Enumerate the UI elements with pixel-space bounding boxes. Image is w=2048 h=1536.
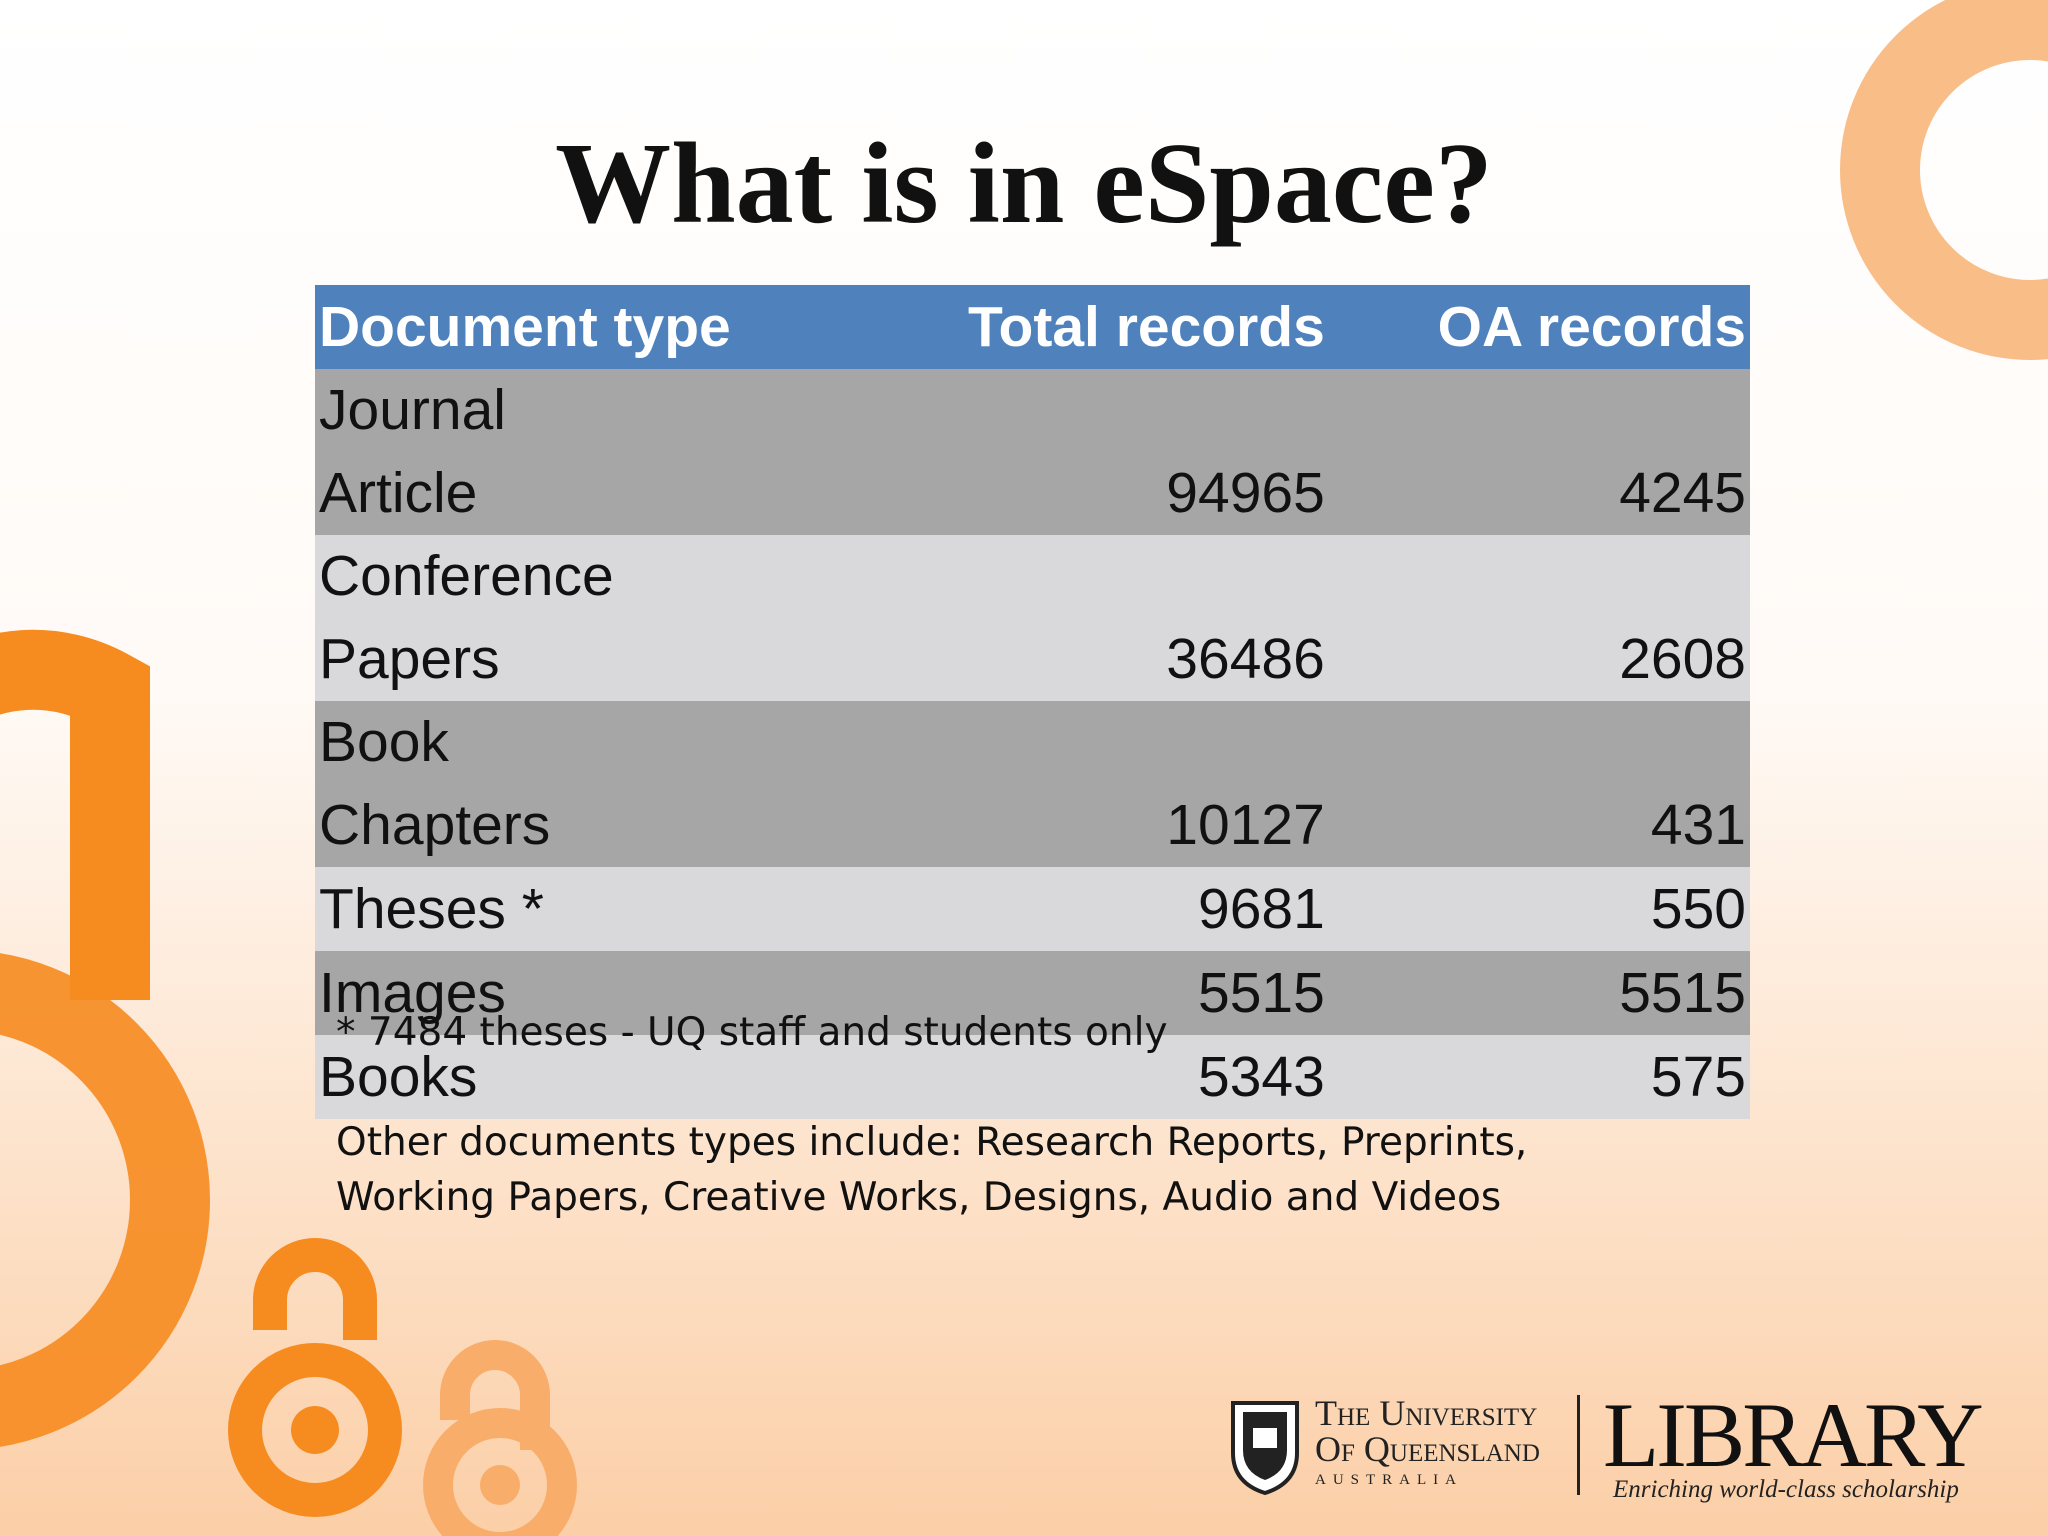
doc-type-cell: Book Chapters xyxy=(315,701,843,867)
doc-type: Book Chapters xyxy=(319,710,551,857)
count-cell: 10127 xyxy=(843,701,1329,867)
doc-type: Images xyxy=(319,961,506,1025)
count-cell: 36486 xyxy=(843,535,1329,701)
header-cell: OA records xyxy=(1328,285,1750,369)
records-table: Document type Total records OA records J… xyxy=(315,285,1750,1119)
header-cell: Document type xyxy=(315,285,843,369)
doc-type-cell: Images xyxy=(315,951,843,1035)
count-cell: 2608 xyxy=(1328,535,1750,701)
doc-type: Books xyxy=(319,1045,478,1109)
university-name: Of Queensland xyxy=(1315,1429,1540,1469)
header-row: Document type Total records OA records xyxy=(315,285,1750,369)
logo: The University Of Queensland Australia L… xyxy=(1225,1384,2005,1510)
doc-type: Journal Article xyxy=(319,378,506,525)
table-row: Images 5515 5515 xyxy=(315,951,1750,1035)
table-row: Theses * 9681 550 xyxy=(315,867,1750,951)
crest xyxy=(1231,1401,1299,1496)
count-cell: 4245 xyxy=(1328,369,1750,535)
library-wordmark: Library xyxy=(1603,1384,1984,1486)
count-cell: 9681 xyxy=(843,867,1329,951)
university-name: The University xyxy=(1315,1393,1538,1433)
count-cell: 5515 xyxy=(1328,951,1750,1035)
count-cell: 550 xyxy=(1328,867,1750,951)
count-cell: 94965 xyxy=(843,369,1329,535)
count-cell: 5343 xyxy=(843,1035,1329,1119)
slide-title: What is in eSpace? xyxy=(555,120,1493,248)
table-row: Journal Article 94965 4245 xyxy=(315,369,1750,535)
table-row: Book Chapters 10127 431 xyxy=(315,701,1750,867)
count-cell: 5515 xyxy=(843,951,1329,1035)
doc-type-cell: Theses * xyxy=(315,867,843,951)
country: Australia xyxy=(1315,1472,1463,1488)
count-cell: 431 xyxy=(1328,701,1750,867)
divider xyxy=(1577,1395,1580,1495)
count-cell: 575 xyxy=(1328,1035,1750,1119)
table-row: Conference Papers 36486 2608 xyxy=(315,535,1750,701)
doc-type: Theses * xyxy=(319,877,544,941)
note: Other documents types include: Research … xyxy=(336,1120,1528,1220)
doc-type: Conference Papers xyxy=(319,544,614,691)
doc-type-cell: Journal Article xyxy=(315,369,843,535)
tagline: Enriching world-class scholarship xyxy=(1613,1476,1959,1503)
header-cell: Total records xyxy=(843,285,1329,369)
table-row: Books 5343 575 xyxy=(315,1035,1750,1119)
doc-type-cell: Conference Papers xyxy=(315,535,843,701)
footnote: * 7484 theses - UQ staff and students on… xyxy=(336,1010,1168,1055)
doc-type-cell: Books xyxy=(315,1035,843,1119)
